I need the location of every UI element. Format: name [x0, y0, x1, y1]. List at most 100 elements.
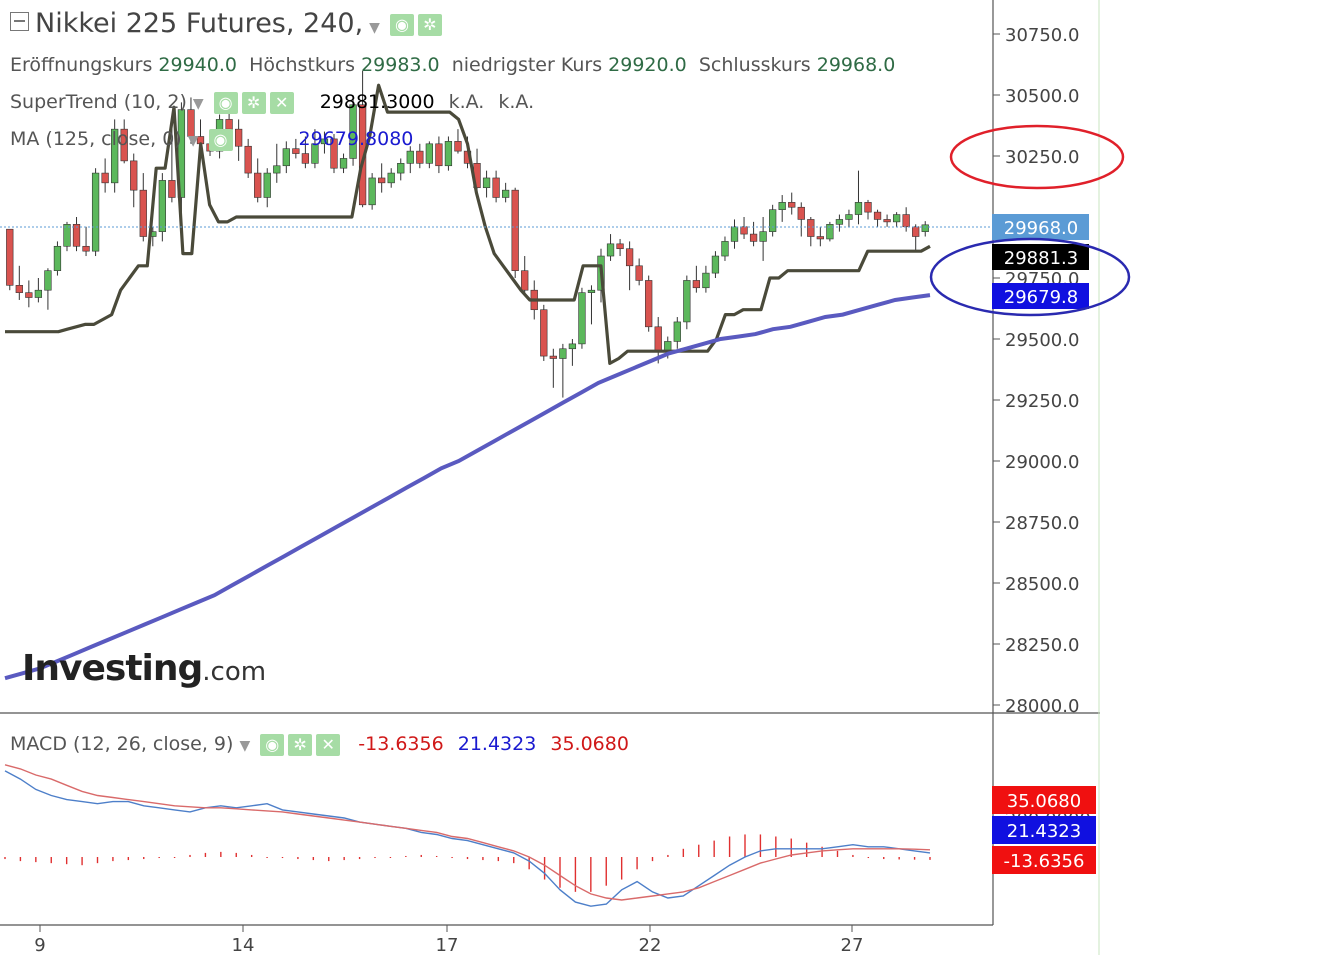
annotation-red-ellipse — [949, 124, 1125, 190]
eye-icon[interactable]: ◉ — [389, 13, 414, 36]
logo-suffix: .com — [202, 657, 267, 687]
candle-body — [311, 143, 319, 164]
signal-line — [4, 764, 931, 901]
candle-body — [616, 243, 624, 250]
ma-legend: MA (125, close, 0) ▼ ◉ 29679.8080 — [10, 128, 413, 151]
candle-body — [482, 177, 491, 189]
close-icon[interactable]: ✕ — [269, 91, 294, 114]
supertrend-tag-box — [992, 244, 1089, 270]
candle-body — [740, 226, 748, 235]
ohlc-legend: Eröffnungskurs 29940.0 Höchstkurs 29983.… — [10, 54, 895, 76]
candle-body — [864, 202, 872, 213]
candle-body — [826, 224, 834, 240]
candle-body — [273, 165, 281, 174]
macd-signal-value: 35.0680 — [550, 733, 629, 755]
candle-body — [111, 128, 119, 184]
price-tick-label: 30500.0 — [1005, 86, 1079, 107]
high-value: 29983.0 — [361, 54, 440, 76]
chevron-down-icon[interactable]: ▼ — [239, 738, 251, 754]
candle-body — [559, 348, 567, 359]
time-tick-label: 17 — [436, 935, 459, 955]
candle-body — [378, 177, 386, 184]
candle-body — [625, 248, 634, 267]
candle-body — [521, 270, 529, 291]
candle-body — [683, 280, 691, 323]
candle-body — [749, 233, 758, 242]
candle-body — [835, 219, 844, 225]
candle-body — [120, 128, 128, 162]
candle-body — [34, 289, 43, 298]
candle-body — [82, 245, 90, 252]
candle-body — [387, 172, 395, 184]
candle-body — [568, 343, 577, 350]
price-tick-label: 30250.0 — [1005, 147, 1079, 168]
open-label: Eröffnungskurs — [10, 54, 153, 76]
supertrend-value: 29881.3000 — [319, 91, 435, 113]
candle-body — [454, 141, 462, 152]
ma-tag-label: 29679.8 — [1004, 287, 1078, 308]
candle-body — [578, 292, 586, 345]
time-tick-label: 27 — [841, 935, 864, 955]
macd-hist-value: -13.6356 — [358, 733, 444, 755]
candle-body — [692, 280, 701, 289]
macd-legend: MACD (12, 26, close, 9) ▼ ◉ ✲ ✕ -13.6356 21.… — [10, 733, 629, 756]
candle-body — [778, 202, 786, 210]
gear-icon[interactable]: ✲ — [241, 91, 266, 114]
collapse-icon[interactable] — [10, 12, 29, 31]
candle-body — [139, 189, 147, 237]
candle-body — [397, 163, 405, 174]
ma-line — [4, 293, 931, 681]
eye-icon[interactable]: ◉ — [213, 91, 238, 114]
candle-body — [244, 145, 252, 174]
close-icon[interactable]: ✕ — [316, 733, 341, 756]
chevron-down-icon[interactable]: ▼ — [369, 20, 380, 36]
candle-body — [6, 228, 14, 286]
price-tick-label: 28000.0 — [1005, 696, 1079, 717]
hist-tag-box — [992, 846, 1096, 874]
candle-body — [606, 243, 615, 257]
candle-body — [25, 292, 33, 298]
close-value: 29968.0 — [816, 54, 896, 76]
price-tick-label: 29000.0 — [1005, 452, 1079, 473]
candle-body — [320, 138, 329, 145]
candle-body — [406, 150, 414, 164]
low-value: 29920.0 — [608, 54, 687, 76]
high-label: Höchstkurs — [249, 54, 356, 76]
candle-body — [511, 189, 519, 271]
candlestick-series — [6, 70, 929, 398]
candle-body — [425, 143, 433, 164]
candle-body — [292, 148, 300, 154]
gear-icon[interactable]: ✲ — [417, 13, 442, 36]
candle-body — [645, 280, 653, 328]
candle-body — [53, 245, 62, 271]
close-label: Schlusskurs — [698, 54, 811, 76]
macd-tag-box — [992, 816, 1096, 844]
chevron-down-icon[interactable]: ▼ — [187, 133, 199, 149]
chevron-down-icon[interactable]: ▼ — [192, 96, 204, 112]
last-price-tag-label: 29968.0 — [1004, 218, 1078, 239]
candle-body — [845, 214, 853, 220]
candle-body — [711, 255, 720, 274]
price-tick-label: 29250.0 — [1005, 391, 1079, 412]
supertrend-label: SuperTrend (10, 2) — [10, 91, 187, 113]
candle-body — [330, 138, 338, 169]
gear-icon[interactable]: ✲ — [288, 733, 313, 756]
candle-body — [721, 241, 729, 257]
time-axis: 9 14 17 22 27 — [34, 925, 863, 955]
candle-body — [15, 285, 23, 293]
candle-body — [854, 202, 863, 215]
candle-body — [788, 202, 796, 208]
time-tick-label: 14 — [232, 935, 255, 955]
macd-line — [4, 770, 931, 907]
supertrend-na-1: k.A. — [448, 91, 485, 113]
eye-icon[interactable]: ◉ — [260, 733, 285, 756]
signal-tag-box — [992, 786, 1096, 814]
price-tick-label: 28250.0 — [1005, 635, 1079, 656]
candle-body — [587, 289, 596, 293]
hist-tag-label: -13.6356 — [1004, 851, 1085, 872]
macd-tag-label: 21.4323 — [1007, 821, 1081, 842]
open-value: 29940.0 — [158, 54, 237, 76]
eye-icon[interactable]: ◉ — [208, 128, 233, 151]
candle-body — [797, 206, 805, 220]
